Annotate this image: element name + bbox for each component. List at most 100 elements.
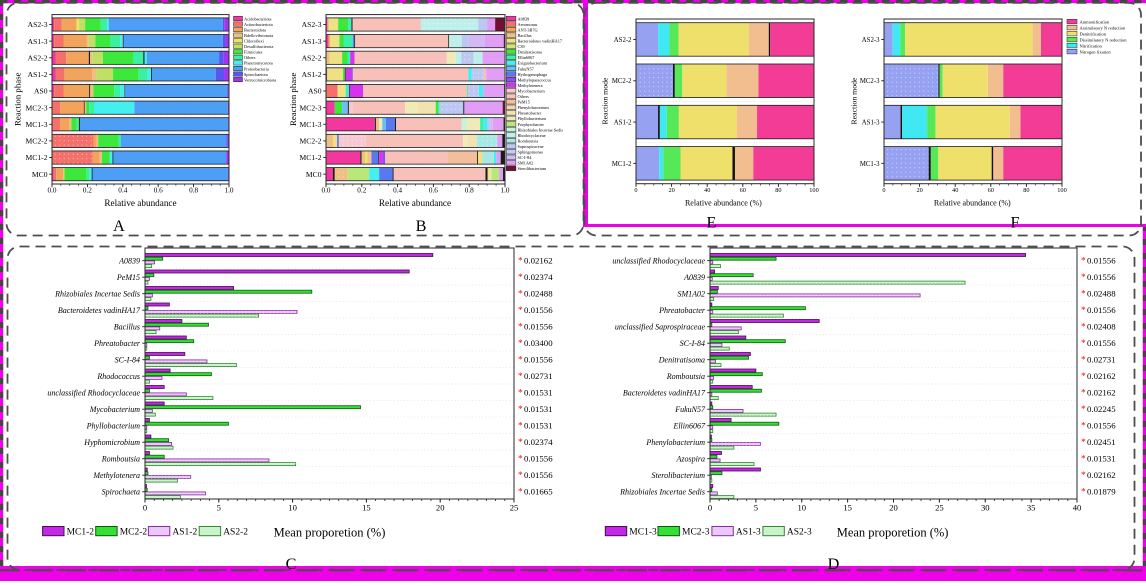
svg-text:SC-I-84: SC-I-84 — [115, 355, 140, 364]
svg-text:*: * — [1081, 273, 1086, 283]
svg-text:Relative abundance: Relative abundance — [104, 198, 176, 208]
svg-text:MC1-3: MC1-3 — [860, 161, 880, 168]
svg-text:Sterolibacterium: Sterolibacterium — [652, 471, 706, 480]
svg-text:Sterolibacterium: Sterolibacterium — [518, 166, 547, 171]
svg-text:Reaction phase: Reaction phase — [288, 72, 298, 126]
svg-text:0.01556: 0.01556 — [524, 322, 553, 332]
svg-text:C: C — [286, 555, 297, 573]
svg-text:AS1-3: AS1-3 — [736, 528, 761, 538]
svg-text:SM1A02: SM1A02 — [677, 289, 705, 298]
svg-text:30: 30 — [981, 503, 990, 513]
svg-text:*: * — [1081, 488, 1086, 498]
svg-text:AS1-2: AS1-2 — [614, 119, 632, 126]
svg-text:SC-I-84: SC-I-84 — [518, 155, 533, 160]
svg-text:*: * — [1081, 290, 1086, 300]
svg-text:AS0: AS0 — [308, 87, 322, 96]
svg-text:80: 80 — [775, 187, 781, 194]
svg-text:Others: Others — [518, 94, 530, 99]
svg-text:*: * — [1081, 306, 1086, 316]
svg-text:0: 0 — [708, 503, 712, 513]
svg-text:MC2-3: MC2-3 — [682, 528, 710, 538]
svg-text:Bacillus: Bacillus — [518, 33, 532, 38]
svg-text:Ellin6067: Ellin6067 — [672, 421, 706, 430]
svg-text:Assimilatory N reduction: Assimilatory N reduction — [1080, 25, 1126, 30]
svg-text:60: 60 — [740, 187, 746, 194]
svg-text:Phenylobacterium: Phenylobacterium — [518, 105, 550, 110]
svg-text:*: * — [518, 273, 523, 283]
svg-text:15: 15 — [843, 503, 852, 513]
svg-text:unclassified Rhodocyclaceae: unclassified Rhodocyclaceae — [47, 388, 140, 397]
svg-text:MC0: MC0 — [306, 170, 322, 179]
svg-text:Planctomycetota: Planctomycetota — [244, 61, 273, 66]
svg-text:Romboutsia: Romboutsia — [518, 138, 539, 143]
svg-text:PeM15: PeM15 — [518, 100, 530, 105]
svg-text:Methylotenera: Methylotenera — [92, 471, 140, 480]
svg-text:Exiguobacterium: Exiguobacterium — [518, 61, 548, 66]
svg-text:0.01879: 0.01879 — [1087, 487, 1116, 497]
svg-text:*: * — [1081, 356, 1086, 366]
svg-text:AS2-3: AS2-3 — [862, 37, 880, 44]
svg-text:A0839: A0839 — [683, 273, 705, 282]
svg-text:20: 20 — [889, 503, 898, 513]
svg-text:0.02162: 0.02162 — [1087, 470, 1116, 480]
svg-text:AS1-2: AS1-2 — [172, 528, 197, 538]
svg-text:AS1-3: AS1-3 — [302, 37, 322, 46]
svg-text:0.01556: 0.01556 — [1087, 305, 1116, 315]
svg-text:Rhodocyclaceae: Rhodocyclaceae — [518, 133, 546, 138]
svg-text:0.02374: 0.02374 — [524, 437, 553, 447]
svg-text:MC2-3: MC2-3 — [26, 103, 48, 112]
svg-text:*: * — [518, 339, 523, 349]
svg-text:0.01556: 0.01556 — [524, 454, 553, 464]
svg-text:AS2-3: AS2-3 — [787, 528, 812, 538]
svg-text:Bacteroidota: Bacteroidota — [244, 27, 266, 32]
svg-text:0.01531: 0.01531 — [524, 404, 553, 414]
svg-text:0.4: 0.4 — [118, 187, 127, 195]
svg-text:AS2-2: AS2-2 — [614, 37, 632, 44]
svg-text:Nitrogen fixation: Nitrogen fixation — [1080, 49, 1112, 54]
svg-text:Romboutsia: Romboutsia — [666, 372, 705, 381]
svg-text:0.02488: 0.02488 — [524, 289, 553, 299]
svg-text:0.01531: 0.01531 — [1087, 454, 1116, 464]
svg-text:Mean proporetion (%): Mean proporetion (%) — [274, 526, 386, 540]
svg-text:Sphingomonas: Sphingomonas — [518, 150, 544, 155]
svg-text:Others: Others — [244, 55, 256, 60]
svg-text:*: * — [518, 323, 523, 333]
svg-text:Mean proporetion (%): Mean proporetion (%) — [837, 526, 949, 540]
svg-text:0: 0 — [143, 503, 147, 513]
svg-text:0.6: 0.6 — [429, 187, 438, 195]
svg-text:Chloroflexi: Chloroflexi — [244, 39, 265, 44]
svg-text:Bacteroidetes vadinHA17: Bacteroidetes vadinHA17 — [58, 306, 141, 315]
svg-text:AS2-3: AS2-3 — [302, 20, 322, 29]
svg-text:0.8: 0.8 — [189, 187, 198, 195]
svg-text:0.02451: 0.02451 — [1087, 437, 1116, 447]
svg-text:20: 20 — [436, 503, 445, 513]
svg-text:Ellin6067: Ellin6067 — [518, 55, 536, 60]
svg-text:Ammonification: Ammonification — [1080, 19, 1110, 24]
svg-text:0.02162: 0.02162 — [524, 256, 553, 266]
svg-text:Relative abundance: Relative abundance — [379, 198, 451, 208]
svg-text:100: 100 — [809, 187, 818, 194]
svg-text:*: * — [1081, 323, 1086, 333]
svg-text:0.02162: 0.02162 — [1087, 371, 1116, 381]
svg-text:Phyllobacterium: Phyllobacterium — [518, 116, 547, 121]
svg-text:40: 40 — [952, 187, 958, 194]
svg-text:Reaction mode: Reaction mode — [850, 77, 859, 125]
svg-text:*: * — [518, 389, 523, 399]
svg-text:0.02245: 0.02245 — [1087, 404, 1116, 414]
svg-text:MC2-2: MC2-2 — [26, 137, 48, 146]
svg-text:*: * — [518, 372, 523, 382]
svg-text:*: * — [1081, 389, 1086, 399]
svg-text:Denitrification: Denitrification — [1080, 31, 1107, 36]
svg-text:MC2-2: MC2-2 — [120, 528, 148, 538]
svg-text:Phyllobacterium: Phyllobacterium — [86, 421, 141, 430]
svg-text:Romboutsia: Romboutsia — [101, 454, 140, 463]
svg-text:*: * — [518, 438, 523, 448]
svg-text:Desulfobacterota: Desulfobacterota — [244, 44, 273, 49]
svg-text:AS2-3: AS2-3 — [28, 20, 48, 29]
svg-text:0.4: 0.4 — [393, 187, 402, 195]
svg-text:0.02731: 0.02731 — [1087, 355, 1116, 365]
svg-text:MC0: MC0 — [32, 170, 48, 179]
svg-text:FukuN57: FukuN57 — [518, 66, 535, 71]
svg-text:FukuN57: FukuN57 — [674, 405, 706, 414]
svg-text:0.02162: 0.02162 — [1087, 388, 1116, 398]
